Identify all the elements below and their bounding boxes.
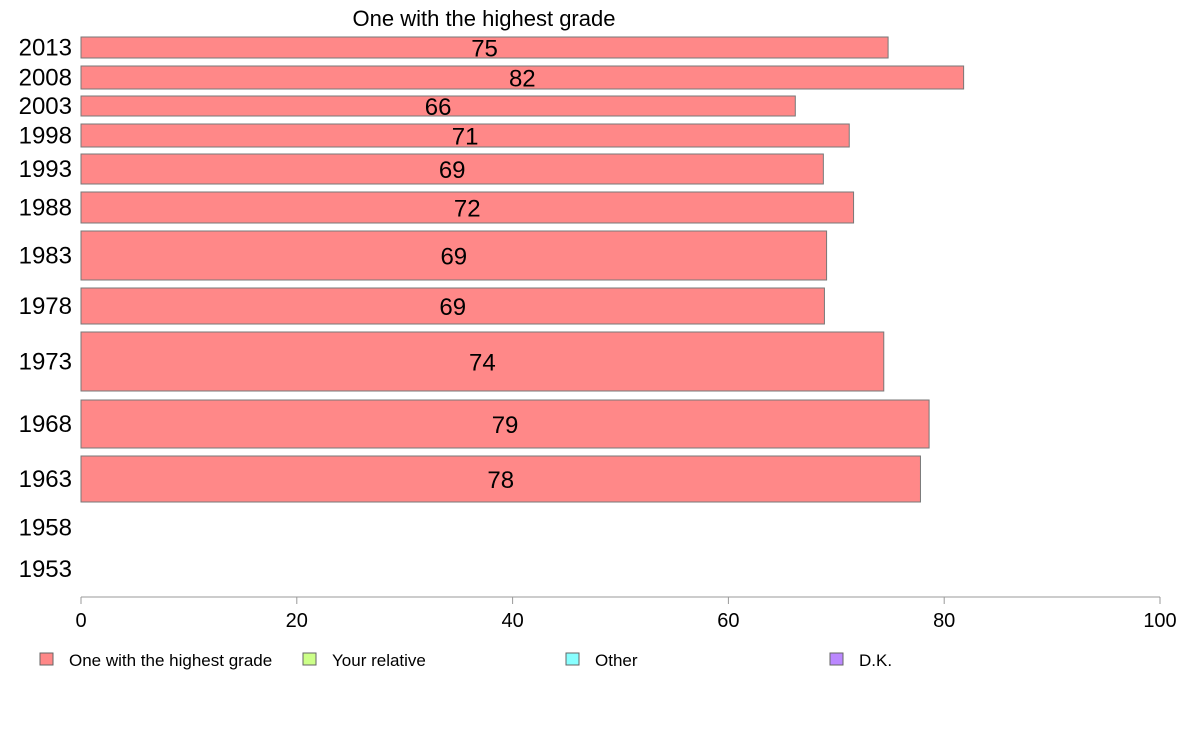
- x-tick-label: 0: [75, 610, 86, 632]
- category-label: 1958: [19, 515, 72, 542]
- data-label: 78: [487, 467, 514, 494]
- category-label: 1963: [19, 466, 72, 493]
- category-label: 1968: [19, 411, 72, 438]
- category-label: 1983: [19, 243, 72, 270]
- category-label: 2013: [19, 35, 72, 62]
- x-tick-label: 60: [717, 610, 739, 632]
- bar: [80, 455, 921, 503]
- category-label: 2003: [19, 93, 72, 120]
- data-label: 66: [425, 94, 452, 121]
- bar: [80, 65, 965, 90]
- category-label: 1993: [19, 156, 72, 183]
- x-tick-label: 40: [501, 610, 523, 632]
- x-tick-label: 20: [286, 610, 308, 632]
- data-label: 82: [509, 66, 536, 93]
- legend-label: D.K.: [859, 651, 892, 670]
- data-label: 74: [469, 350, 496, 377]
- data-label: 69: [439, 157, 466, 184]
- bar: [80, 331, 885, 392]
- category-label: 2008: [19, 65, 72, 92]
- bar: [80, 191, 855, 224]
- chart-title: One with the highest grade: [353, 6, 616, 31]
- category-label: 1973: [19, 349, 72, 376]
- bar: [80, 153, 824, 185]
- bar: [80, 399, 930, 449]
- data-label: 72: [454, 196, 481, 223]
- data-label: 71: [452, 124, 479, 151]
- bar: [80, 230, 828, 281]
- category-label: 1978: [19, 293, 72, 320]
- category-label: 1998: [19, 123, 72, 150]
- bar: [80, 95, 796, 117]
- category-label: 1953: [19, 556, 72, 583]
- data-label: 79: [492, 412, 519, 439]
- bar: [80, 123, 850, 148]
- data-label: 75: [471, 36, 498, 63]
- bar: [80, 36, 889, 59]
- x-tick-label: 80: [933, 610, 955, 632]
- legend-label: Other: [595, 651, 638, 670]
- legend-swatch: [39, 652, 54, 666]
- bar: [80, 287, 825, 325]
- legend-label: One with the highest grade: [69, 651, 272, 670]
- legend-swatch: [565, 652, 580, 666]
- legend-swatch: [302, 652, 317, 666]
- data-label: 69: [439, 294, 466, 321]
- x-axis-ticks: 0 20 40 60 80 100: [75, 597, 1177, 632]
- legend-label: Your relative: [332, 651, 426, 670]
- legend: One with the highest grade Your relative O…: [39, 651, 892, 670]
- legend-swatch: [829, 652, 844, 666]
- x-tick-label: 100: [1143, 610, 1176, 632]
- category-label: 1988: [19, 195, 72, 222]
- data-label: 69: [440, 244, 467, 271]
- bars-group: [80, 36, 965, 503]
